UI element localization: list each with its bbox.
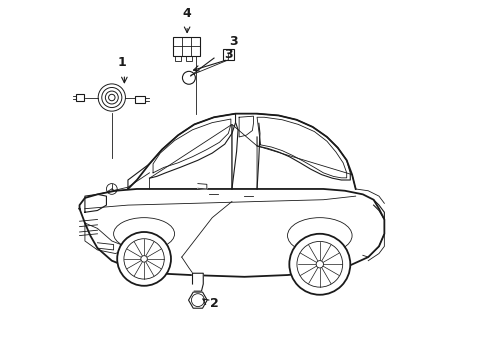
Polygon shape bbox=[192, 273, 203, 291]
Text: 2: 2 bbox=[210, 297, 219, 310]
Polygon shape bbox=[188, 292, 207, 308]
Text: 4: 4 bbox=[183, 8, 191, 21]
Text: 3: 3 bbox=[224, 48, 232, 61]
Circle shape bbox=[141, 256, 147, 262]
Circle shape bbox=[117, 232, 171, 286]
Polygon shape bbox=[198, 184, 206, 189]
Text: 1: 1 bbox=[117, 56, 125, 69]
Text: 3: 3 bbox=[229, 35, 238, 49]
Circle shape bbox=[316, 261, 323, 268]
Circle shape bbox=[289, 234, 349, 295]
